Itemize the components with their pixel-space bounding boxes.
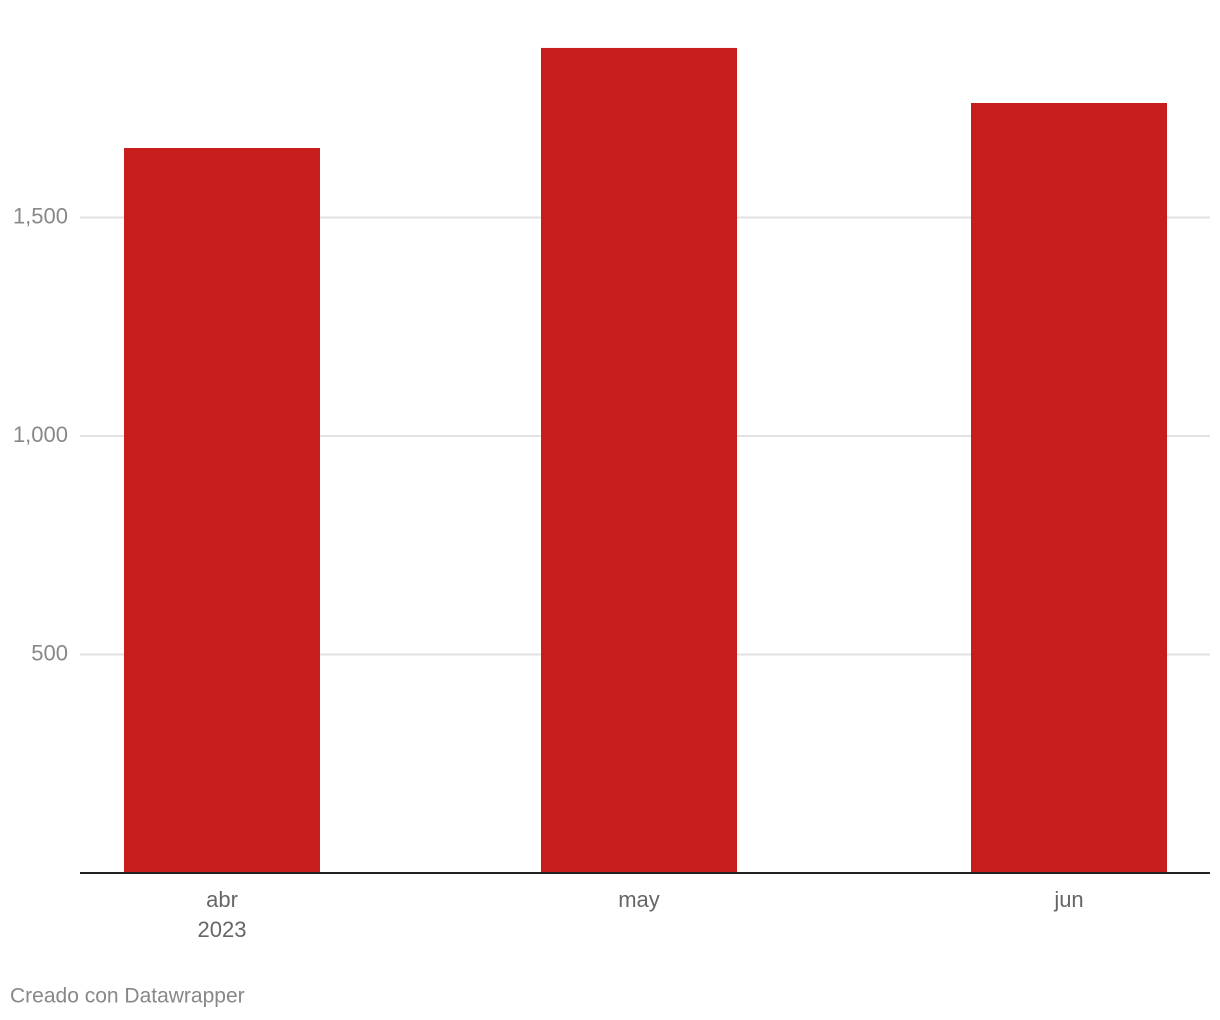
- bar: [124, 148, 320, 874]
- x-tick-label: may: [618, 887, 660, 912]
- x-tick-label: abr: [206, 887, 238, 912]
- y-tick-label: 500: [31, 640, 68, 665]
- y-tick-label: 1,500: [13, 203, 68, 228]
- footer: Creado con Datawrapper: [10, 985, 245, 1008]
- x-tick-label: jun: [1053, 887, 1083, 912]
- x-year-label: 2023: [198, 917, 247, 942]
- bar: [541, 47, 737, 874]
- y-tick-label: 1,000: [13, 422, 68, 447]
- bar: [971, 103, 1167, 874]
